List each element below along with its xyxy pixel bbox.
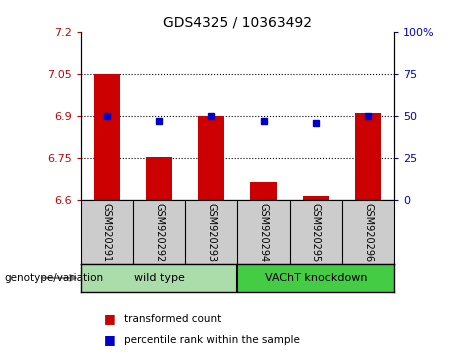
- Text: GSM920295: GSM920295: [311, 203, 321, 262]
- Text: ■: ■: [104, 333, 115, 346]
- Text: GSM920293: GSM920293: [206, 203, 216, 262]
- Bar: [250, 182, 277, 200]
- Bar: [303, 196, 329, 200]
- Bar: [146, 158, 172, 200]
- Text: GSM920294: GSM920294: [259, 203, 269, 262]
- Text: wild type: wild type: [134, 273, 184, 283]
- Text: GSM920292: GSM920292: [154, 203, 164, 262]
- Text: GSM920296: GSM920296: [363, 203, 373, 262]
- Bar: [94, 74, 120, 200]
- Text: VAChT knockdown: VAChT knockdown: [265, 273, 367, 283]
- Bar: [198, 116, 225, 200]
- Text: genotype/variation: genotype/variation: [5, 273, 104, 283]
- Text: percentile rank within the sample: percentile rank within the sample: [124, 335, 301, 345]
- Text: ■: ■: [104, 312, 115, 325]
- Text: GSM920291: GSM920291: [102, 203, 112, 262]
- Title: GDS4325 / 10363492: GDS4325 / 10363492: [163, 15, 312, 29]
- Bar: [237, 264, 394, 292]
- Text: transformed count: transformed count: [124, 314, 222, 324]
- Bar: [355, 113, 381, 200]
- Bar: [81, 264, 237, 292]
